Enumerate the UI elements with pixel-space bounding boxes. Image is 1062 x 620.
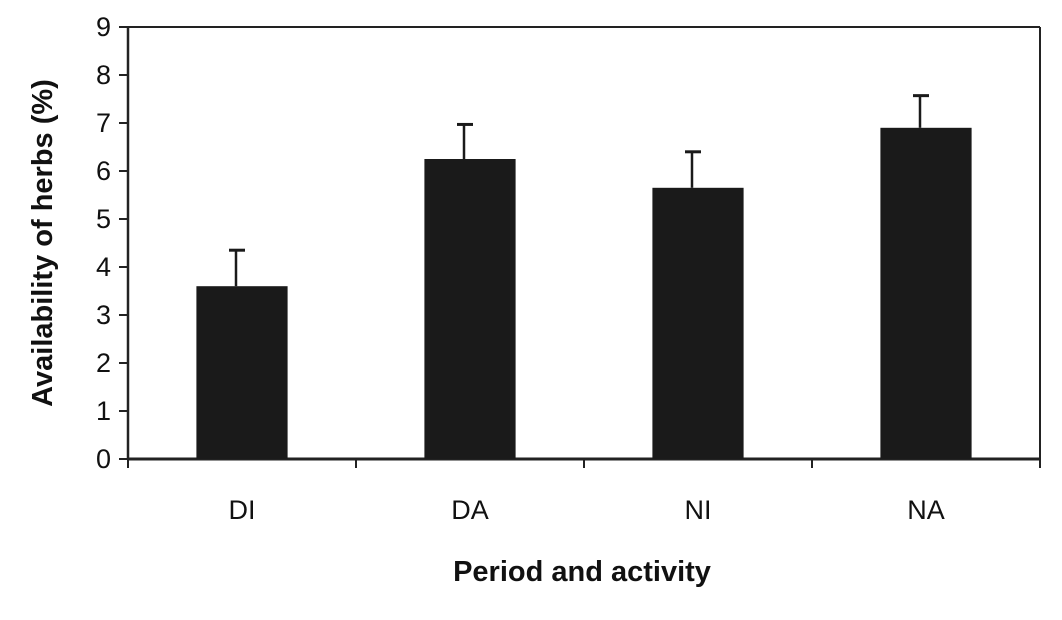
y-tick-label: 2 bbox=[96, 348, 111, 378]
x-tick-labels: DI DA NI NA bbox=[229, 495, 945, 525]
bar-di bbox=[196, 286, 288, 459]
y-tick-label: 8 bbox=[96, 60, 111, 90]
error-bars-group bbox=[229, 94, 929, 287]
x-tick-label-na: NA bbox=[907, 495, 945, 525]
y-axis-title: Availability of herbs (%) bbox=[27, 79, 59, 407]
y-tick-label: 9 bbox=[96, 12, 111, 42]
y-tick-label: 3 bbox=[96, 300, 111, 330]
bar-ni bbox=[652, 187, 744, 460]
y-tick-label: 1 bbox=[96, 396, 111, 426]
bar-na bbox=[880, 127, 972, 460]
y-tick-label: 5 bbox=[96, 204, 111, 234]
y-axis-ticks: 0 1 2 3 4 5 6 7 8 9 bbox=[96, 12, 128, 474]
y-tick-label: 0 bbox=[96, 444, 111, 474]
bar-da bbox=[424, 159, 516, 459]
x-axis-ticks bbox=[127, 459, 1041, 468]
y-tick-label: 4 bbox=[96, 252, 111, 282]
x-tick-label-di: DI bbox=[229, 495, 256, 525]
y-tick-label: 7 bbox=[96, 108, 111, 138]
y-tick-label: 6 bbox=[96, 156, 111, 186]
x-axis-title: Period and activity bbox=[453, 556, 711, 588]
x-tick-label-ni: NI bbox=[685, 495, 712, 525]
bars-group bbox=[196, 127, 972, 460]
x-tick-label-da: DA bbox=[451, 495, 489, 525]
